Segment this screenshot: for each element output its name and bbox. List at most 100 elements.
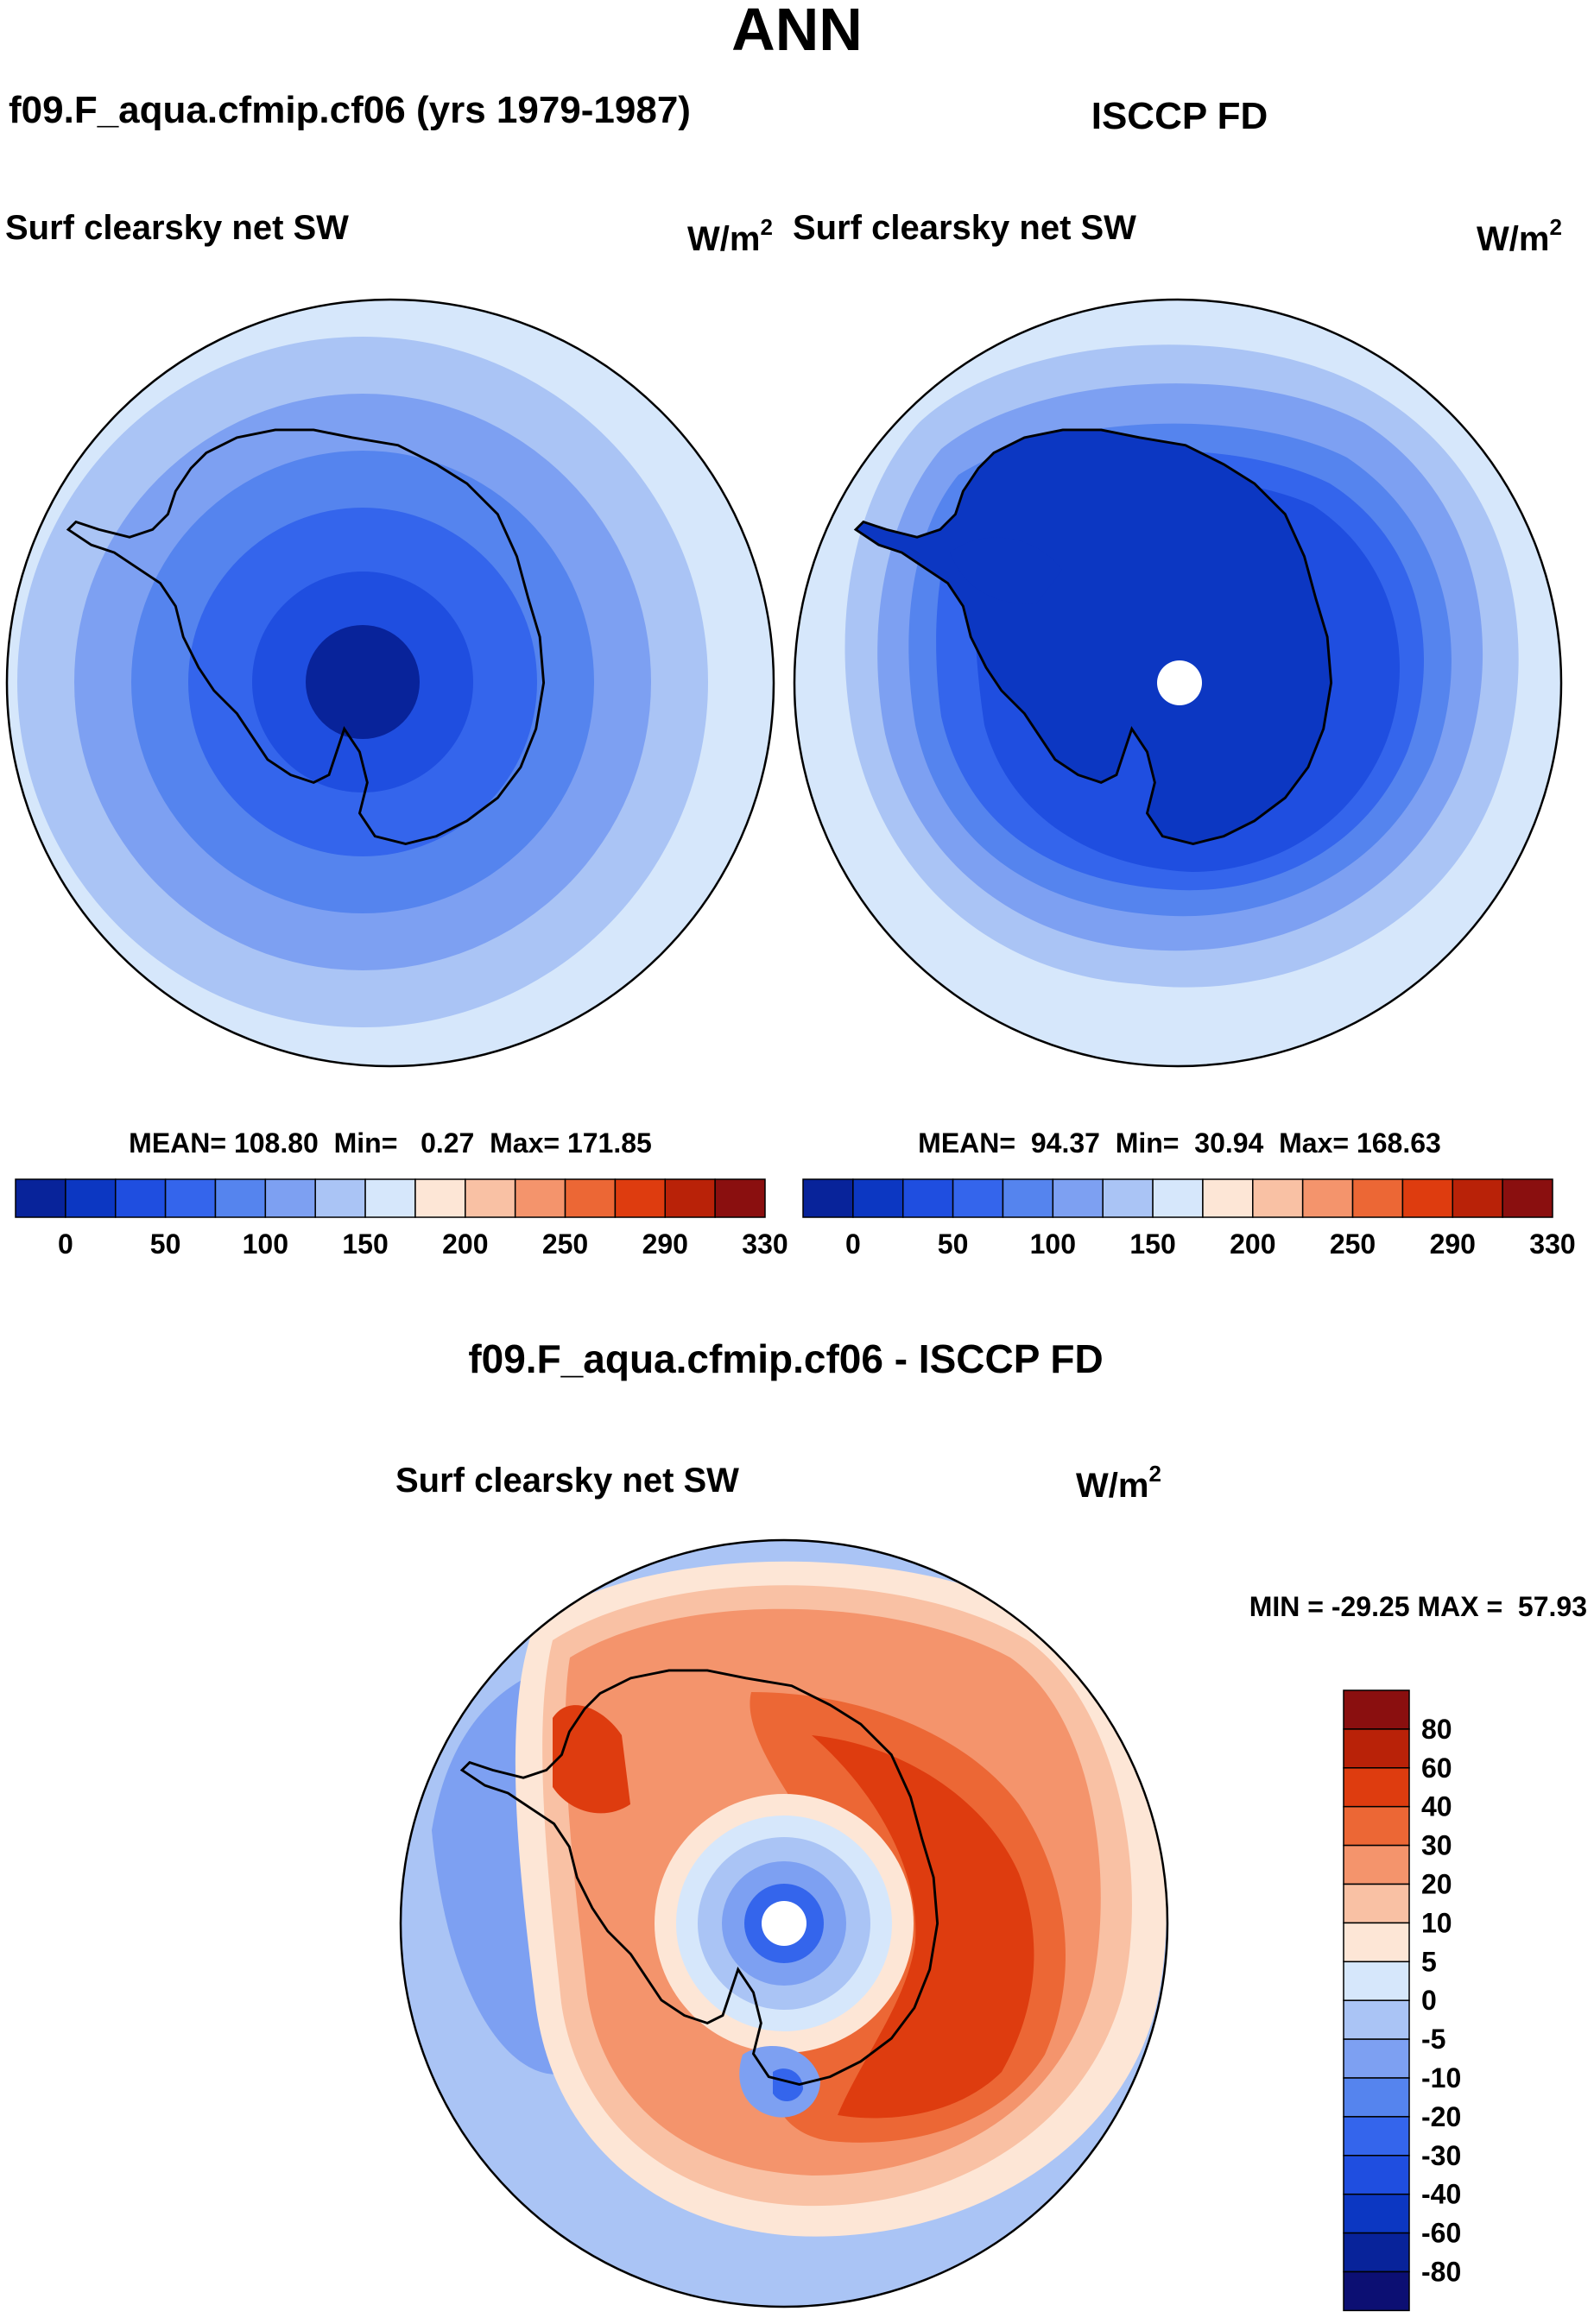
model-colorbar-box <box>164 1178 217 1218</box>
model-colorbar-box <box>465 1178 516 1218</box>
figure-title: ANN <box>731 0 863 63</box>
model-stats: MEAN= 108.80 Min= 0.27 Max= 171.85 <box>129 1127 652 1159</box>
obs-colorbar-box <box>952 1178 1004 1218</box>
obs-colorbar-label: 330 <box>1529 1228 1575 1260</box>
obs-field-label: Surf clearsky net SW <box>793 209 1136 247</box>
model-colorbar-box <box>15 1178 66 1218</box>
obs-colorbar-box <box>1401 1178 1454 1218</box>
obs-colorbar-box <box>1351 1178 1404 1218</box>
diff-minmax: MIN = -29.25 MAX = 57.93 <box>1249 1591 1587 1622</box>
obs-colorbar-label: 150 <box>1129 1228 1175 1260</box>
model-colorbar-label: 0 <box>58 1228 73 1260</box>
model-colorbar-label: 250 <box>542 1228 588 1260</box>
obs-colorbar-box <box>1502 1178 1553 1218</box>
model-contour-fill <box>7 300 774 1066</box>
diff-colorbar-label: -30 <box>1421 2140 1461 2171</box>
obs-colorbar-box <box>1152 1178 1204 1218</box>
model-colorbar-box <box>264 1178 316 1218</box>
model-colorbar-label: 290 <box>642 1228 688 1260</box>
diff-colorbar-label: -60 <box>1421 2218 1461 2249</box>
model-field-label: Surf clearsky net SW <box>5 209 349 247</box>
diff-colorbar-label: -40 <box>1421 2179 1461 2210</box>
model-colorbar-box <box>564 1178 617 1218</box>
obs-pole-gap <box>1157 660 1202 705</box>
diff-colorbar-box <box>1343 1844 1410 1885</box>
diff-colorbar-box <box>1343 2077 1410 2118</box>
diff-colorbar-box <box>1343 1961 1410 2001</box>
model-colorbar-box <box>514 1178 566 1218</box>
model-colorbar-box <box>214 1178 267 1218</box>
obs-colorbar-label: 100 <box>1030 1228 1076 1260</box>
obs-colorbar-label: 250 <box>1330 1228 1376 1260</box>
diff-colorbar-label: -10 <box>1421 2062 1461 2093</box>
obs-polar-map <box>786 294 1563 1068</box>
model-colorbar-box <box>414 1178 466 1218</box>
diff-colorbar-label: 0 <box>1421 1985 1437 2016</box>
obs-colorbar-box <box>1052 1178 1104 1218</box>
diff-colorbar-box <box>1343 2232 1410 2273</box>
model-colorbar-box <box>614 1178 667 1218</box>
obs-colorbar-label: 50 <box>938 1228 969 1260</box>
diff-colorbar-box <box>1343 1767 1410 1808</box>
model-units-label: W/m2 <box>687 214 773 258</box>
diff-pole-gap <box>762 1901 806 1946</box>
diff-colorbar-box <box>1343 1922 1410 1963</box>
obs-colorbar-box <box>1301 1178 1354 1218</box>
obs-units-label: W/m2 <box>1477 214 1562 258</box>
diff-colorbar-box <box>1343 2038 1410 2079</box>
obs-colorbar-label: 290 <box>1430 1228 1476 1260</box>
model-colorbar-label: 150 <box>342 1228 388 1260</box>
obs-colorbar-box <box>1202 1178 1254 1218</box>
model-colorbar-box <box>114 1178 167 1218</box>
diff-colorbar-box <box>1343 1728 1410 1769</box>
model-polar-map <box>0 294 775 1068</box>
diff-units-label: W/m2 <box>1076 1461 1161 1505</box>
diff-colorbar-box <box>1343 2155 1410 2195</box>
obs-colorbar-label: 200 <box>1230 1228 1275 1260</box>
diff-colorbar-box <box>1343 2270 1410 2312</box>
obs-colorbar-box <box>852 1178 904 1218</box>
diff-field-label: Surf clearsky net SW <box>395 1462 739 1500</box>
diff-colorbar: 80 60 40 30 20 10 5 0 -5 -10 -20 -30 -40 -60 -80 <box>1343 1689 1461 2312</box>
model-case-title: f09.F_aqua.cfmip.cf06 (yrs 1979-1987) <box>9 89 691 131</box>
diff-colorbar-label: -20 <box>1421 2101 1461 2132</box>
obs-colorbar-box <box>1452 1178 1503 1218</box>
diff-polar-map <box>397 1537 1169 2308</box>
diff-colorbar-box <box>1343 2116 1410 2157</box>
model-colorbar-box <box>364 1178 416 1218</box>
obs-stats: MEAN= 94.37 Min= 30.94 Max= 168.63 <box>918 1127 1441 1159</box>
obs-colorbar-box <box>1102 1178 1154 1218</box>
diff-colorbar-label: 20 <box>1421 1869 1452 1900</box>
diff-map-boundary <box>399 1538 1169 2308</box>
model-colorbar-box <box>314 1178 366 1218</box>
model-map-boundary <box>5 298 775 1068</box>
diff-colorbar-box <box>1343 1805 1410 1847</box>
diff-contour-fill <box>401 1540 1167 2307</box>
model-colorbar-box <box>714 1178 766 1218</box>
obs-colorbar: 0 50 100 150 200 250 290 330 <box>802 1178 1576 1260</box>
model-colorbar-box <box>664 1178 716 1218</box>
diff-title: f09.F_aqua.cfmip.cf06 - ISCCP FD <box>468 1336 1103 1381</box>
diff-colorbar-label: 80 <box>1421 1714 1452 1745</box>
model-colorbar-label: 330 <box>742 1228 788 1260</box>
diff-colorbar-label: 5 <box>1421 1946 1437 1977</box>
diff-colorbar-box <box>1343 1999 1410 2040</box>
diff-colorbar-box <box>1343 2193 1410 2234</box>
model-colorbar-label: 100 <box>243 1228 288 1260</box>
model-colorbar-label: 200 <box>442 1228 488 1260</box>
obs-colorbar-label: 0 <box>845 1228 861 1260</box>
obs-colorbar-box <box>1252 1178 1304 1218</box>
diff-colorbar-box <box>1343 1883 1410 1924</box>
diff-colorbar-label: 60 <box>1421 1752 1452 1784</box>
obs-case-title: ISCCP FD <box>1091 95 1268 137</box>
diff-colorbar-box <box>1343 1689 1410 1730</box>
model-colorbar: 0 50 100 150 200 250 290 330 <box>15 1178 788 1260</box>
obs-colorbar-box <box>802 1178 854 1218</box>
model-colorbar-box <box>65 1178 117 1218</box>
obs-colorbar-box <box>1002 1178 1054 1218</box>
diff-colorbar-label: -5 <box>1421 2024 1445 2055</box>
obs-map-boundary <box>793 298 1563 1068</box>
diff-colorbar-label: 40 <box>1421 1791 1452 1822</box>
obs-colorbar-box <box>901 1178 954 1218</box>
